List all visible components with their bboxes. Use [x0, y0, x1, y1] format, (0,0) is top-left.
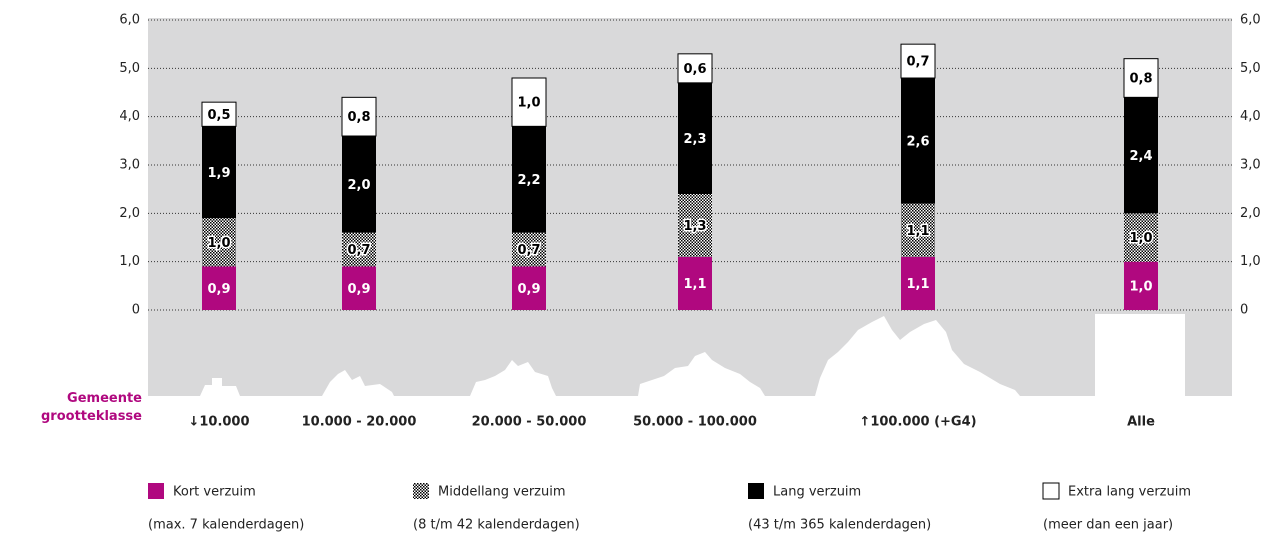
y-tick-label: 0 [132, 303, 140, 318]
value-label: 0,8 [1129, 72, 1152, 87]
value-label: 1,1 [683, 277, 706, 292]
legend-subtitle: (8 t/m 42 kalenderdagen) [413, 518, 580, 533]
x-tick-label: ↑100.000 (+G4) [859, 415, 976, 430]
value-label: 0,9 [347, 282, 370, 297]
y2-tick-label: 3,0 [1240, 158, 1261, 173]
value-label: 1,3 [683, 219, 706, 234]
y-tick-label: 2,0 [119, 206, 140, 221]
y-tick-label: 5,0 [119, 61, 140, 76]
y2-tick-label: 6,0 [1240, 13, 1261, 28]
legend-swatch [413, 483, 429, 499]
legend-subtitle: (max. 7 kalenderdagen) [148, 518, 304, 533]
value-label: 0,7 [906, 55, 929, 70]
y-tick-label: 6,0 [119, 13, 140, 28]
value-label: 2,6 [906, 134, 929, 149]
y2-tick-label: 0 [1240, 303, 1248, 318]
y-tick-label: 4,0 [119, 109, 140, 124]
value-label: 1,0 [207, 236, 230, 251]
value-label: 2,2 [517, 173, 540, 188]
y-tick-label: 3,0 [119, 158, 140, 173]
x-tick-label: 50.000 - 100.000 [633, 415, 757, 430]
value-label: 2,0 [347, 178, 370, 193]
legend-label: Kort verzuim [173, 485, 256, 500]
legend-label: Lang verzuim [773, 485, 861, 500]
value-label: 0,8 [347, 110, 370, 125]
value-label: 0,5 [207, 108, 230, 123]
value-label: 0,6 [683, 62, 706, 77]
value-label: 0,7 [517, 243, 540, 258]
chart: Gemeente grootteklasse 0 0 1,0 1,0 2,0 2,0 3,0… [0, 0, 1268, 535]
value-label: 1,0 [1129, 279, 1152, 294]
legend-swatch [1043, 483, 1059, 499]
value-label: 1,0 [517, 96, 540, 111]
x-tick-label: 10.000 - 20.000 [302, 415, 417, 430]
value-label: 0,7 [347, 243, 370, 258]
x-axis-title: Gemeente grootteklasse [20, 390, 142, 426]
legend-swatch [148, 483, 164, 499]
y2-tick-label: 5,0 [1240, 61, 1261, 76]
value-label: 0,9 [207, 282, 230, 297]
legend-subtitle: (meer dan een jaar) [1043, 518, 1173, 533]
value-label: 0,9 [517, 282, 540, 297]
x-tick-label: Alle [1127, 415, 1155, 430]
x-tick-label: ↓10.000 [188, 415, 249, 430]
y2-tick-label: 1,0 [1240, 254, 1261, 269]
value-label: 1,1 [906, 277, 929, 292]
x-axis-title-box: Gemeente grootteklasse [20, 390, 142, 436]
legend-swatch [748, 483, 764, 499]
value-label: 1,9 [207, 166, 230, 181]
value-label: 1,0 [1129, 231, 1152, 246]
x-tick-label: 20.000 - 50.000 [472, 415, 587, 430]
legend-label: Extra lang verzuim [1068, 485, 1191, 500]
y-tick-label: 1,0 [119, 254, 140, 269]
y2-tick-label: 2,0 [1240, 206, 1261, 221]
value-label: 1,1 [906, 224, 929, 239]
value-label: 2,4 [1129, 149, 1152, 164]
legend-label: Middellang verzuim [438, 485, 566, 500]
y2-tick-label: 4,0 [1240, 109, 1261, 124]
legend-subtitle: (43 t/m 365 kalenderdagen) [748, 518, 931, 533]
value-label: 2,3 [683, 132, 706, 147]
